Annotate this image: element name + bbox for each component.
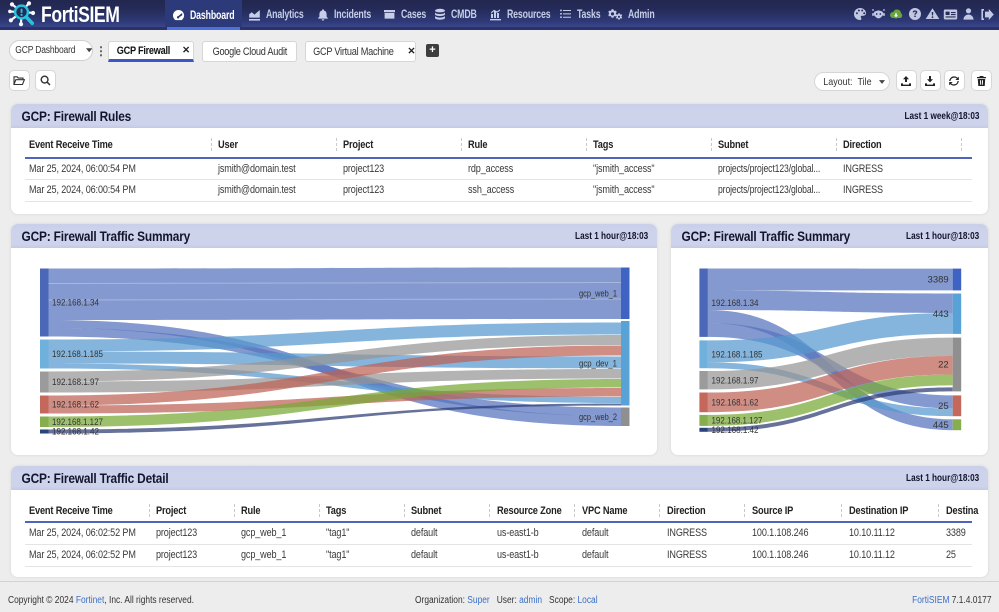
svg-text:445: 445	[933, 420, 949, 431]
svg-text:192.168.1.127: 192.168.1.127	[712, 416, 763, 427]
svg-text:gcp_web_2: gcp_web_2	[579, 412, 617, 423]
svg-text:192.168.1.62: 192.168.1.62	[712, 398, 759, 409]
svg-text:3389: 3389	[928, 275, 949, 286]
svg-text:gcp_web_1: gcp_web_1	[579, 288, 617, 299]
svg-text:192.168.1.62: 192.168.1.62	[52, 400, 99, 411]
svg-text:443: 443	[933, 309, 949, 320]
svg-text:192.168.1.42: 192.168.1.42	[712, 425, 759, 436]
svg-text:192.168.1.42: 192.168.1.42	[52, 427, 99, 438]
svg-text:192.168.1.97: 192.168.1.97	[52, 377, 99, 388]
svg-text:192.168.1.185: 192.168.1.185	[52, 349, 103, 360]
svg-text:192.168.1.185: 192.168.1.185	[712, 350, 763, 361]
svg-text:192.168.1.97: 192.168.1.97	[712, 375, 759, 386]
svg-text:25: 25	[938, 401, 949, 412]
svg-text:192.168.1.127: 192.168.1.127	[52, 417, 103, 428]
svg-text:192.168.1.34: 192.168.1.34	[712, 298, 759, 309]
svg-text:gcp_dev_1: gcp_dev_1	[579, 358, 617, 369]
svg-text:192.168.1.34: 192.168.1.34	[52, 298, 99, 309]
svg-text:22: 22	[938, 360, 949, 371]
